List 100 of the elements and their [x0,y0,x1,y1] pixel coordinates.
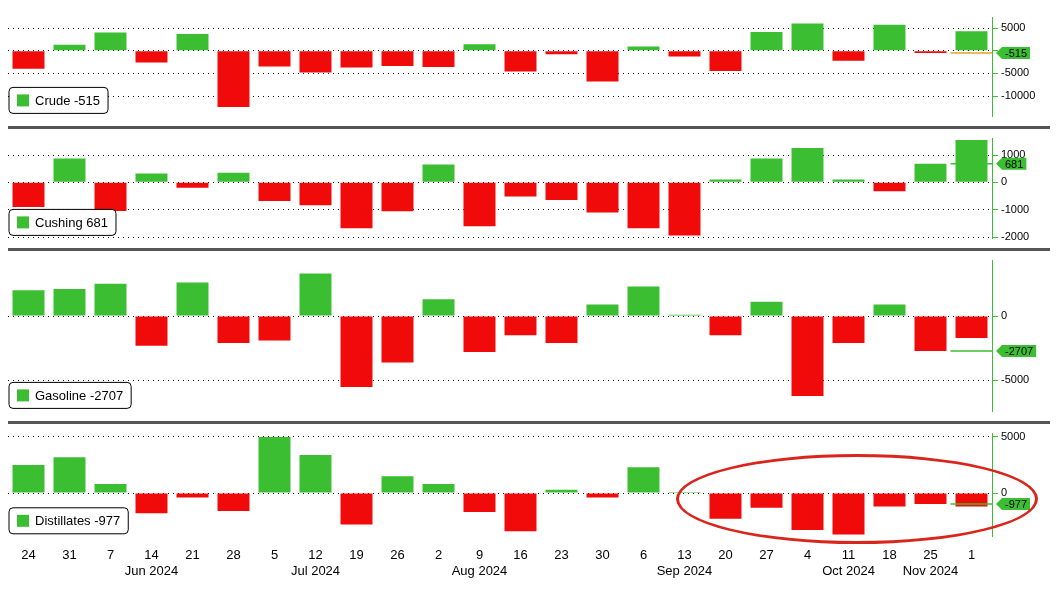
bar [381,51,414,67]
bar [545,51,578,55]
x-tick-label: 28 [226,547,241,563]
legend-label: Distillates -977 [35,513,121,529]
bar [135,51,168,63]
bar [135,316,168,346]
bar [750,301,783,316]
bar [299,454,332,493]
bar [709,493,742,519]
y-tick-label: -5000 [1001,373,1030,386]
bar [955,139,988,182]
bar [94,32,127,51]
bar [381,316,414,363]
bar [340,493,373,525]
bar [586,182,619,213]
bar [914,493,947,505]
bar [545,182,578,201]
bar [750,158,783,182]
y-tick-label: -1000 [1001,202,1030,215]
bar [12,290,45,316]
bar [586,493,619,498]
bar [53,288,86,316]
ref-line-label: -2707 [1005,344,1034,357]
x-tick-label: 7 [106,547,115,563]
y-tick-label: -2000 [1001,230,1030,243]
bar [750,493,783,508]
bar [340,51,373,68]
bar [832,51,865,61]
bar [381,182,414,212]
bar [586,51,619,82]
x-tick-label: 25 Nov 2024 [902,547,959,578]
bar [463,182,496,227]
bar [955,316,988,338]
bar [463,316,496,353]
bar [299,273,332,316]
bar [832,316,865,344]
bar [463,44,496,51]
x-tick-label: 9 Aug 2024 [451,547,508,578]
x-tick-label: 19 [349,547,364,563]
x-tick-label: 20 [718,547,733,563]
x-tick-label: 6 [639,547,648,563]
y-tick-label: 0 [1001,309,1008,322]
x-tick-label: 27 [759,547,774,563]
bar [791,23,824,51]
legend-label: Gasoline -2707 [35,387,124,403]
bar [627,467,660,493]
bar [463,493,496,513]
bar [504,493,537,532]
x-tick-label: 16 [513,547,528,563]
bar [53,457,86,493]
x-tick-label: 11 Oct 2024 [822,547,875,578]
bar [791,147,824,182]
x-tick-label: 21 [185,547,200,563]
bar [832,493,865,535]
y-tick-label: 0 [1001,486,1008,499]
bar [422,484,455,493]
bar [668,51,701,57]
ref-line-label: -515 [1005,47,1028,60]
bar [545,316,578,344]
bar [176,182,209,188]
y-tick-label: -5000 [1001,66,1030,79]
bar [791,493,824,531]
bar [12,51,45,69]
bar [709,316,742,336]
bar [504,316,537,336]
bar [750,32,783,51]
bar [176,33,209,51]
x-tick-label: 31 [62,547,77,563]
bar [914,316,947,351]
bar [12,182,45,207]
bar [545,489,578,493]
bar [340,182,373,229]
bar [381,476,414,493]
bar [709,51,742,72]
legend-label: Crude -515 [35,92,101,108]
bar [873,182,906,192]
bar [217,172,250,182]
bar [504,182,537,197]
x-tick-label: 30 [595,547,610,563]
bar [94,182,127,212]
x-tick-label: 2 [434,547,443,563]
y-tick-label: 0 [1001,175,1008,188]
x-tick-label: 13 Sep 2024 [656,547,713,578]
x-tick-label: 12 Jul 2024 [290,547,341,578]
x-tick-label: 1 [967,547,976,563]
bar [627,182,660,229]
bar [791,316,824,396]
bar [94,484,127,493]
y-tick-label: 5000 [1001,21,1026,34]
bar [53,158,86,182]
bar [299,51,332,73]
bar [217,51,250,107]
bar [668,182,701,236]
bar [873,493,906,507]
bar [299,182,332,206]
bar [422,51,455,67]
bar [258,182,291,201]
x-tick-label: 5 [270,547,279,563]
x-tick-label: 4 [803,547,812,563]
bar [94,283,127,316]
